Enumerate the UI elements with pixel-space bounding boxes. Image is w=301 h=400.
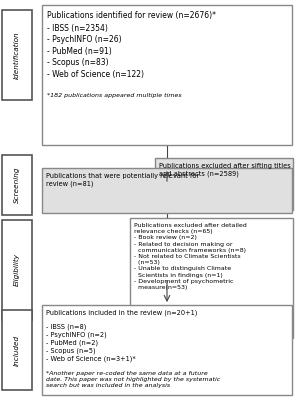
Text: - IBSS (n=2354)
- PsychINFO (n=26)
- PubMed (n=91)
- Scopus (n=83)
- Web of Scie: - IBSS (n=2354) - PsychINFO (n=26) - Pub…	[47, 24, 144, 79]
Bar	[42, 5, 292, 145]
Text: *182 publications appeared multiple times: *182 publications appeared multiple time…	[47, 93, 182, 98]
Text: Identification: Identification	[14, 31, 20, 79]
Bar	[42, 305, 292, 395]
Text: *Another paper re-coded the same data at a future
date. This paper was not highl: *Another paper re-coded the same data at…	[46, 371, 220, 388]
Text: Publications excluded after detailed
relevance checks (n=65)
- Book review (n=2): Publications excluded after detailed rel…	[134, 223, 247, 290]
Bar	[155, 158, 293, 210]
Bar	[2, 10, 32, 100]
Text: Publications that were potentially relevant for
review (n=81): Publications that were potentially relev…	[46, 173, 199, 187]
Bar	[2, 220, 32, 320]
Bar	[2, 155, 32, 215]
Text: Included: Included	[14, 334, 20, 366]
Text: Publications excluded after sifting titles
and abstracts (n=2589): Publications excluded after sifting titl…	[159, 163, 291, 177]
Bar	[130, 218, 293, 338]
Text: - IBSS (n=8)
- PsychINFO (n=2)
- PubMed (n=2)
- Scopus (n=5)
- Web of Science (n: - IBSS (n=8) - PsychINFO (n=2) - PubMed …	[46, 323, 136, 362]
Text: Eligibility: Eligibility	[14, 254, 20, 286]
Text: Screening: Screening	[14, 167, 20, 203]
Bar	[2, 310, 32, 390]
Text: Publications identified for review (n=2676)*: Publications identified for review (n=26…	[47, 11, 216, 20]
Bar	[42, 168, 292, 213]
Text: Publications included in the review (n=20+1): Publications included in the review (n=2…	[46, 310, 197, 316]
